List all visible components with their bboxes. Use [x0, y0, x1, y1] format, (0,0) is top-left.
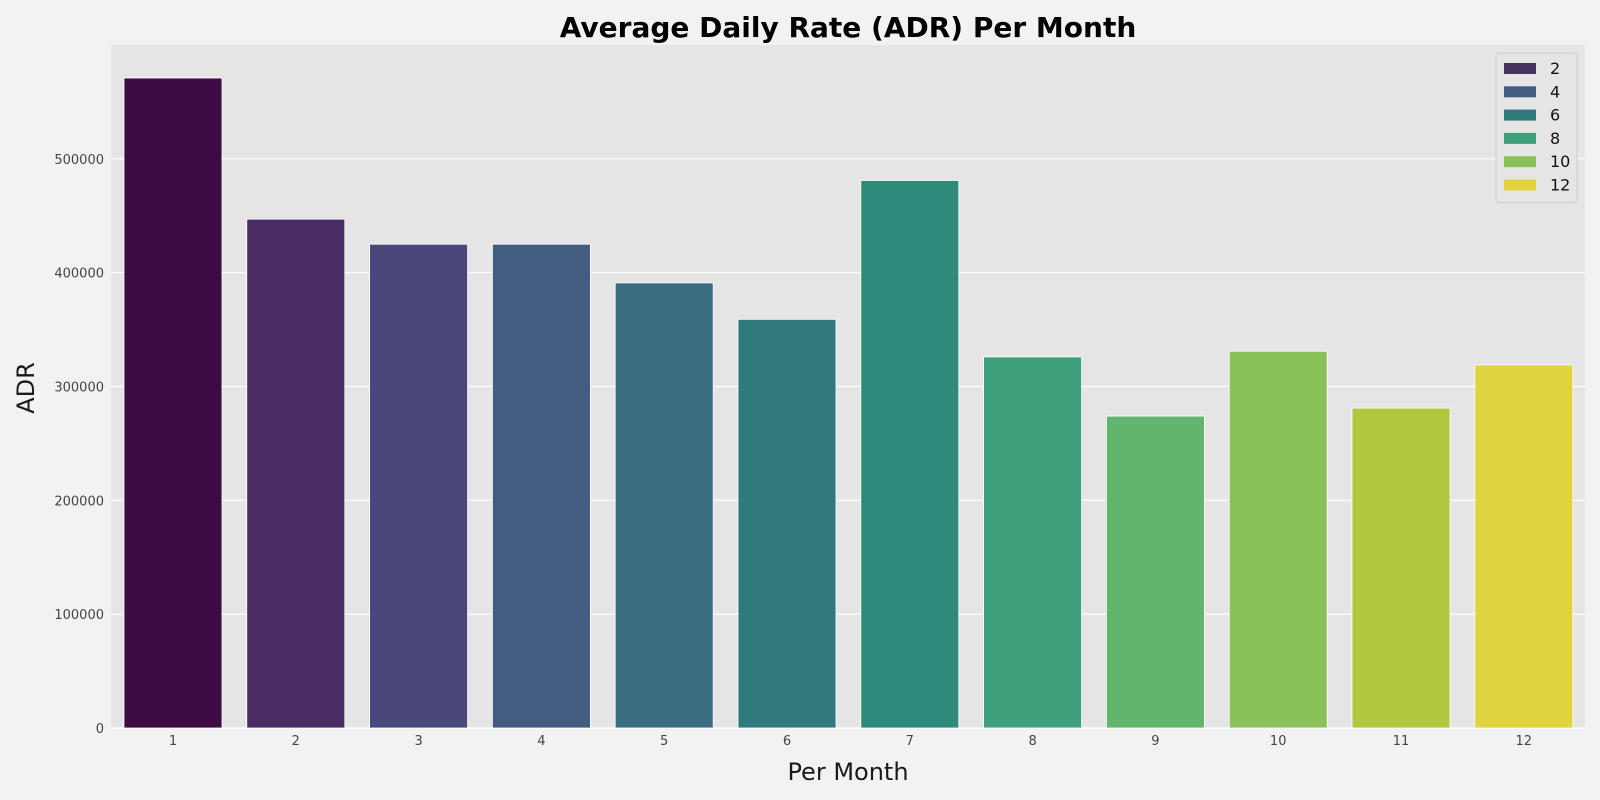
- legend-swatch: [1504, 109, 1536, 121]
- bar-month-1: [123, 77, 223, 729]
- bar-month-5: [614, 282, 714, 729]
- legend-swatch: [1504, 132, 1536, 144]
- x-tick-label: 11: [1393, 734, 1410, 749]
- bar-month-11: [1351, 407, 1451, 729]
- bar-month-6: [737, 318, 837, 729]
- legend: 2 4 6 8 10 12: [1495, 52, 1578, 204]
- legend-label: 6: [1550, 106, 1560, 125]
- bar-month-4: [491, 243, 591, 729]
- legend-label: 10: [1550, 152, 1570, 171]
- legend-swatch: [1504, 179, 1536, 191]
- x-tick-label: 8: [1028, 734, 1036, 749]
- y-tick-label: 400000: [54, 267, 104, 282]
- y-axis-ticks: 0 100000 200000 300000 400000 500000: [54, 153, 104, 737]
- x-tick-label: 3: [414, 734, 422, 749]
- x-tick-label: 4: [537, 734, 545, 749]
- chart-title: Average Daily Rate (ADR) Per Month: [560, 11, 1137, 44]
- bar-month-9: [1106, 415, 1205, 729]
- y-tick-label: 500000: [54, 153, 104, 168]
- legend-swatch: [1504, 86, 1536, 98]
- x-tick-label: 6: [783, 734, 791, 749]
- y-tick-label: 200000: [54, 494, 104, 509]
- x-tick-label: 1: [169, 734, 177, 749]
- x-tick-label: 12: [1516, 734, 1533, 749]
- bar-month-8: [983, 356, 1082, 729]
- x-tick-label: 2: [292, 734, 300, 749]
- legend-label: 4: [1550, 82, 1560, 101]
- legend-swatch: [1504, 156, 1536, 168]
- bar-month-7: [860, 180, 960, 729]
- y-tick-label: 100000: [54, 608, 104, 623]
- bar-month-10: [1228, 350, 1328, 729]
- y-tick-label: 0: [96, 722, 104, 737]
- legend-swatch: [1504, 63, 1536, 74]
- bar-month-2: [246, 218, 346, 729]
- grid-lines: [111, 158, 1585, 729]
- legend-label: 8: [1550, 129, 1560, 148]
- x-tick-label: 10: [1270, 734, 1287, 749]
- x-tick-label: 9: [1151, 734, 1159, 749]
- bar-month-3: [369, 243, 469, 729]
- bar-month-12: [1474, 364, 1574, 729]
- x-tick-label: 5: [660, 734, 668, 749]
- x-tick-label: 7: [906, 734, 914, 749]
- bars: [123, 77, 1574, 729]
- y-tick-label: 300000: [54, 381, 104, 396]
- legend-label: 2: [1550, 59, 1560, 78]
- legend-label: 12: [1550, 176, 1570, 195]
- x-axis-ticks: 1 2 3 4 5 6 7 8 9 10 11 12: [169, 734, 1532, 749]
- x-axis-label: Per Month: [787, 758, 908, 786]
- y-axis-label: ADR: [12, 362, 40, 414]
